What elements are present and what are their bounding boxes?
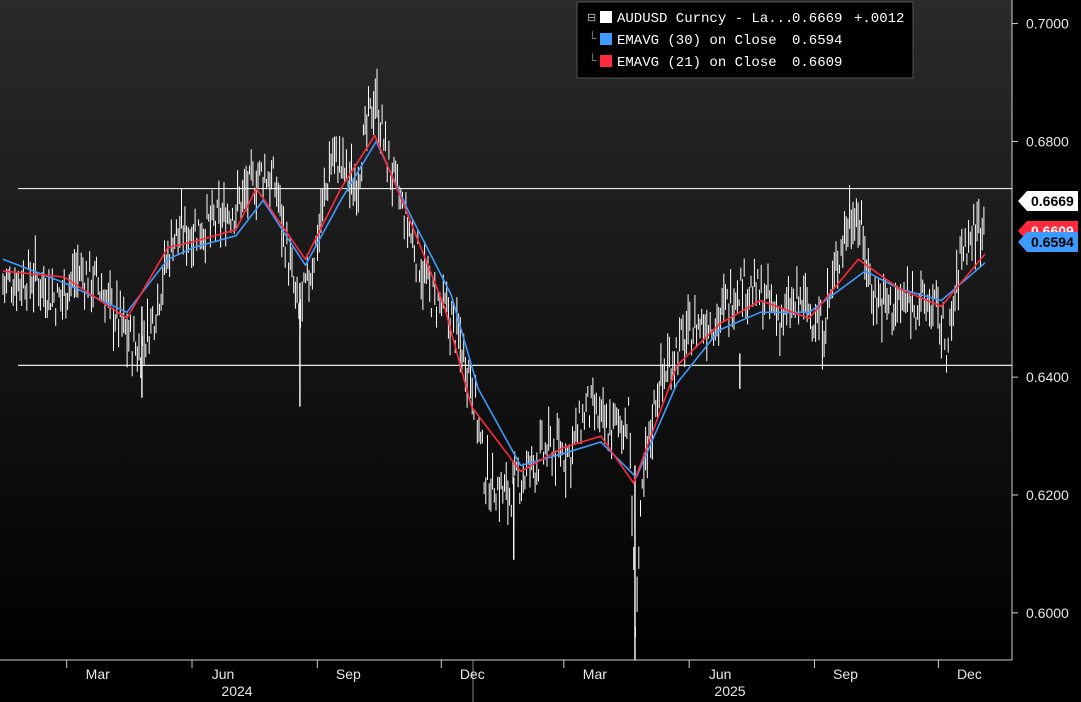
y-tick-label-2: 0.6400 [1026,369,1069,385]
legend: ⊟ AUDUSD Curncy - La... 0.6669 +.0012 └ … [576,1,914,79]
badge-shape-0 [1018,191,1078,211]
y-tick-label-3: 0.6200 [1026,487,1069,503]
legend-change-0: +.0012 [854,11,904,27]
y-tick-label-1: 0.6800 [1026,133,1069,149]
price-bars [2,68,985,660]
y-axis: 0.7000 0.6800 0.6400 0.6200 0.6000 [1011,0,1069,660]
x-tick-label-2: Sep [336,666,361,682]
x-year-label-1: 2025 [714,683,745,699]
legend-value-1: 0.6594 [792,33,842,49]
x-tick-label-5: Jun [709,666,732,682]
legend-connector-2: └ [588,53,597,67]
legend-value-0: 0.6669 [792,11,842,27]
ema-line-21 [2,134,986,484]
x-tick-label-3: Dec [460,666,485,682]
legend-swatch-2 [600,55,612,67]
ema-line-30 [2,140,986,479]
legend-swatch-1 [600,33,612,45]
x-tick-label-4: Mar [583,666,607,682]
legend-label-1: EMAVG (30) on Close [617,33,777,49]
y-tick-label-0: 0.7000 [1026,16,1069,32]
legend-box [576,1,914,79]
legend-label-2: EMAVG (21) on Close [617,55,777,71]
last-value-badge-0: 0.6669 [1018,191,1078,211]
badge-value-2: 0.6594 [1031,234,1074,250]
badge-shape-2 [1018,232,1078,252]
x-axis: Mar Jun Sep Dec Mar Jun Sep Dec 2024 2025 [0,659,1012,702]
legend-value-2: 0.6609 [792,55,842,71]
x-year-label-0: 2024 [221,683,252,699]
plot-background [0,0,1012,660]
legend-swatch-0 [600,11,612,23]
last-value-badge-2: 0.6594 [1018,232,1078,252]
x-tick-label-6: Sep [833,666,858,682]
legend-label-0: AUDUSD Curncy - La... [617,11,793,27]
x-tick-label-7: Dec [957,666,982,682]
legend-connector-1: └ [588,31,597,45]
x-tick-label-1: Jun [212,666,235,682]
badge-value-0: 0.6669 [1031,193,1074,209]
x-tick-label-0: Mar [86,666,110,682]
legend-collapse-glyph[interactable]: ⊟ [587,12,596,24]
y-tick-label-4: 0.6000 [1026,605,1069,621]
ema-lines [2,134,986,484]
reference-lines [18,187,1012,366]
